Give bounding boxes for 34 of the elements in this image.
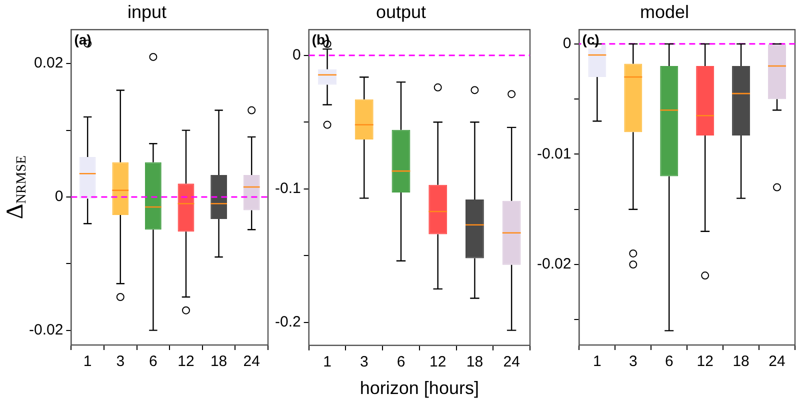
chart-title: model — [640, 2, 690, 22]
x-tick-label: 18 — [466, 354, 484, 371]
y-tick-label: 0 — [292, 46, 301, 64]
y-tick-label: -0.01 — [536, 145, 572, 162]
x-tick-label: 18 — [732, 353, 750, 370]
y-tick-label: -0.02 — [28, 321, 64, 338]
y-tick-label: -0.1 — [274, 180, 301, 197]
y-tick-label: 0.02 — [34, 54, 64, 72]
annotation: (c) — [582, 31, 600, 48]
y-tick-label: 0 — [54, 188, 64, 206]
y-axis-title: ΔNRMSE — [2, 155, 30, 220]
x-tick-label: 24 — [243, 353, 260, 370]
x-tick-label: 24 — [768, 353, 786, 370]
x-tick-label: 1 — [83, 353, 92, 370]
x-tick-label: 3 — [628, 353, 638, 370]
chart-title: output — [376, 2, 426, 22]
x-tick-label: 3 — [116, 353, 125, 370]
chart-title: input — [127, 2, 167, 22]
y-tick-label: -0.2 — [274, 313, 301, 330]
y-tick-label: 0 — [562, 35, 572, 52]
x-tick-label: 3 — [360, 354, 368, 371]
x-tick-label: 12 — [696, 353, 714, 370]
x-tick-label: 6 — [396, 354, 406, 371]
x-tick-label: 1 — [323, 354, 332, 371]
y-tick-label: -0.02 — [536, 256, 572, 273]
x-tick-label: 18 — [210, 353, 228, 370]
x-tick-label: 12 — [178, 353, 194, 370]
annotation: (b) — [312, 31, 330, 48]
x-tick-label: 12 — [430, 354, 446, 371]
x-axis-title: horizon [hours] — [360, 378, 479, 398]
x-tick-label: 24 — [503, 354, 520, 371]
x-tick-label: 6 — [149, 353, 158, 370]
x-tick-label: 1 — [593, 353, 602, 370]
x-tick-label: 6 — [664, 353, 674, 370]
